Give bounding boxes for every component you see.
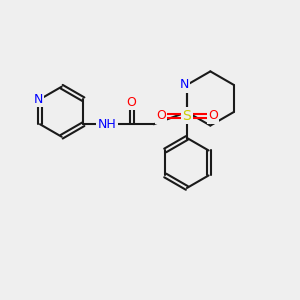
Text: O: O: [208, 109, 218, 122]
Text: O: O: [127, 96, 136, 109]
Text: NH: NH: [98, 118, 116, 131]
Text: N: N: [180, 78, 189, 92]
Text: N: N: [34, 93, 43, 106]
Text: O: O: [156, 109, 166, 122]
Text: S: S: [182, 109, 191, 123]
